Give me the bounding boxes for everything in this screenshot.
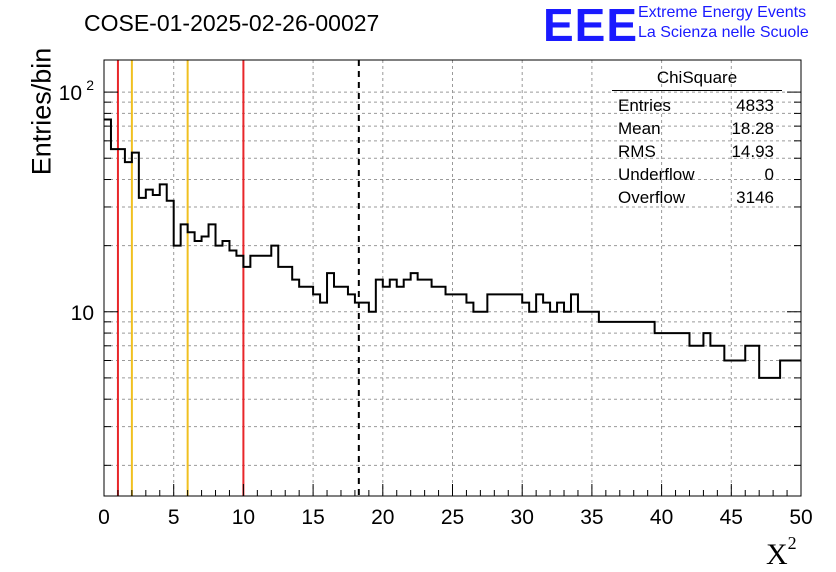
x-tick-label: 35 <box>580 506 603 529</box>
reference-lines <box>116 60 360 496</box>
x-tick-label: 25 <box>441 506 464 529</box>
stats-row-mean: Mean 18.28 <box>612 117 782 140</box>
logo-line-1: Extreme Energy Events <box>638 4 807 21</box>
stats-row-rms: RMS 14.93 <box>612 140 782 163</box>
logo-line-2: La Scienza nelle Scuole <box>638 24 809 41</box>
stats-label: Overflow <box>618 188 686 207</box>
x-tick-label: 15 <box>301 506 324 529</box>
stats-label: Underflow <box>618 165 695 184</box>
x-tick-label: 50 <box>789 506 812 529</box>
stats-value: 14.93 <box>731 142 774 161</box>
stats-box: ChiSquare Entries 4833 Mean 18.28 RMS 14.93… <box>612 68 782 209</box>
stats-value: 3146 <box>736 188 774 207</box>
x-tick-label: 0 <box>98 506 110 529</box>
x-axis-label: X2 <box>766 533 797 572</box>
histogram-step-line <box>104 118 801 379</box>
stats-value: 4833 <box>736 96 774 115</box>
y-tick-label: 10 <box>59 82 82 105</box>
x-tick-label: 10 <box>232 506 255 529</box>
chart-title: COSE-01-2025-02-26-00027 <box>84 10 380 36</box>
x-tick-label: 20 <box>371 506 394 529</box>
x-tick-label: 30 <box>511 506 534 529</box>
stats-row-underflow: Underflow 0 <box>612 163 782 186</box>
stats-value: 18.28 <box>731 119 774 138</box>
x-axis-label-base: X <box>766 538 788 571</box>
stats-row-overflow: Overflow 3146 <box>612 186 782 209</box>
stats-label: Mean <box>618 119 661 138</box>
stats-value: 0 <box>764 165 774 184</box>
stats-row-entries: Entries 4833 <box>612 94 782 117</box>
x-tick-label: 5 <box>168 506 180 529</box>
x-axis-label-sup: 2 <box>787 533 797 553</box>
axis-ticks <box>103 91 802 496</box>
y-tick-label: 10 <box>71 302 94 325</box>
x-tick-label: 40 <box>650 506 673 529</box>
x-tick-label: 45 <box>720 506 743 529</box>
y-tick-label-exp: 2 <box>86 77 94 93</box>
stats-title: ChiSquare <box>612 68 782 91</box>
stats-label: Entries <box>618 96 671 115</box>
eee-logo: EEE <box>543 0 639 51</box>
stats-label: RMS <box>618 142 656 161</box>
